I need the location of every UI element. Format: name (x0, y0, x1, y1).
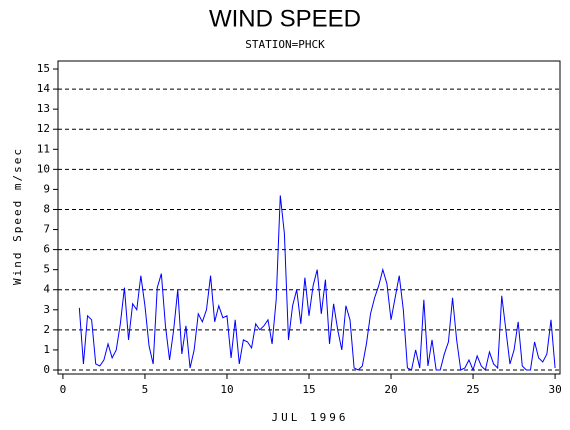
x-tick-label: 15 (302, 383, 315, 396)
y-tick-label: 8 (43, 202, 50, 215)
chart-title: WIND SPEED (209, 5, 361, 32)
y-tick-label: 13 (37, 102, 50, 115)
y-tick-label: 1 (43, 343, 50, 356)
y-tick-label: 12 (37, 122, 50, 135)
y-axis-label: Wind Speed m/sec (11, 147, 24, 285)
y-tick-label: 14 (37, 82, 51, 95)
x-tick-label: 20 (384, 383, 397, 396)
x-tick-label: 10 (220, 383, 233, 396)
chart-subtitle: STATION=PHCK (245, 38, 325, 51)
x-axis-label: JUL 1996 (272, 411, 349, 424)
y-tick-label: 11 (37, 142, 50, 155)
y-tick-label: 0 (43, 363, 50, 376)
y-tick-label: 10 (37, 162, 50, 175)
y-tick-label: 5 (43, 263, 50, 276)
x-tick-label: 5 (142, 383, 149, 396)
y-tick-label: 4 (43, 283, 50, 296)
y-tick-label: 7 (43, 223, 50, 236)
plot-frame (57, 60, 561, 375)
y-tick-label: 3 (43, 303, 50, 316)
x-tick-label: 0 (60, 383, 67, 396)
y-tick-label: 2 (43, 323, 50, 336)
y-tick-label: 15 (37, 62, 50, 75)
x-tick-label: 25 (466, 383, 479, 396)
y-tick-label: 6 (43, 243, 50, 256)
x-tick-label: 30 (548, 383, 561, 396)
wind-line (78, 195, 556, 372)
y-tick-label: 9 (43, 182, 50, 195)
